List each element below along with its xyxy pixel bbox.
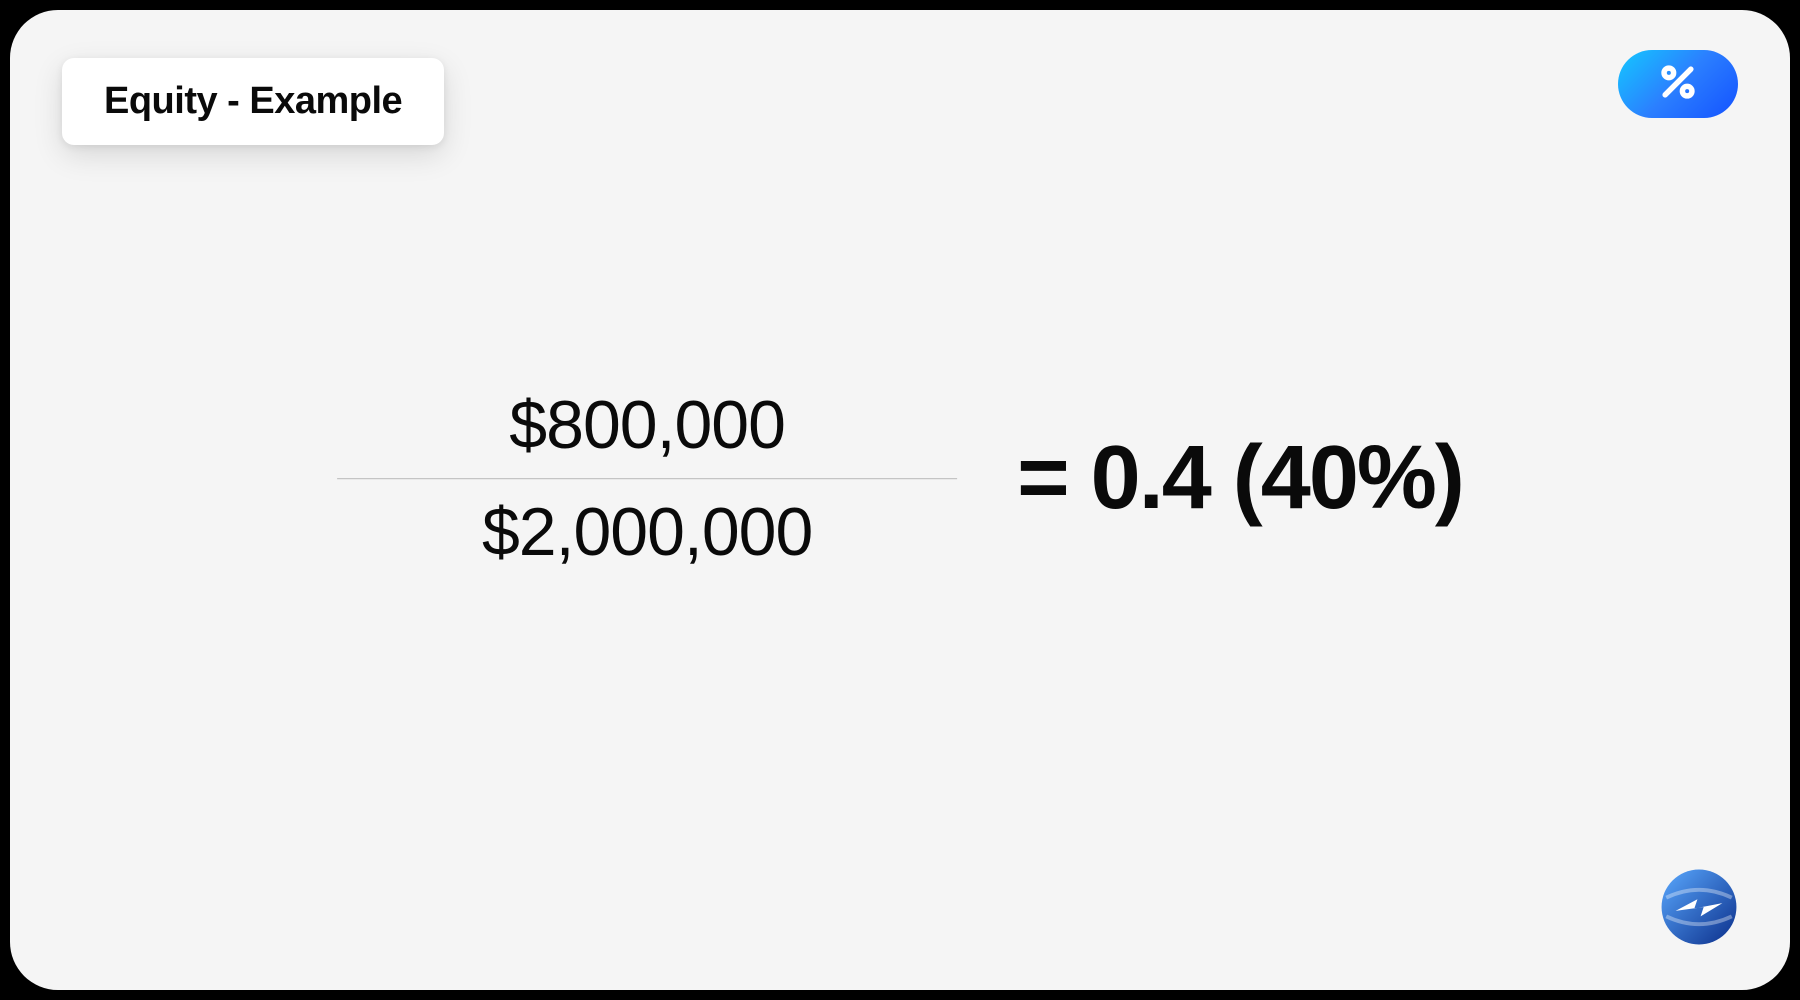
denominator: $2,000,000: [482, 479, 812, 585]
title-badge: Equity - Example: [62, 58, 444, 145]
percent-badge: [1618, 50, 1738, 118]
title-text: Equity - Example: [104, 80, 402, 122]
result-text: = 0.4 (40%): [1017, 427, 1463, 530]
percent-icon: [1656, 60, 1700, 109]
slide-container: Equity - Example $800,000 $2,000,000 = 0…: [10, 10, 1790, 990]
numerator: $800,000: [509, 372, 785, 478]
brand-logo-icon: [1660, 868, 1738, 946]
formula-row: $800,000 $2,000,000 = 0.4 (40%): [337, 372, 1463, 585]
fraction: $800,000 $2,000,000: [337, 372, 957, 585]
